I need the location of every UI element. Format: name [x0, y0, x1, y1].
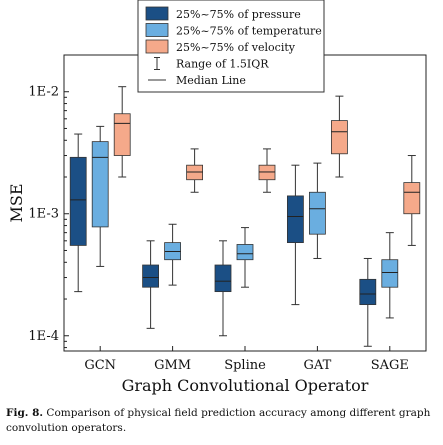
figure-caption: Fig. 8. Comparison of physical field pre…: [6, 406, 438, 436]
legend-swatch: [145, 39, 169, 54]
box-spline-series-3: [258, 148, 276, 193]
box-gat-series-2: [308, 162, 326, 259]
box-gmm-series-1: [142, 240, 160, 329]
legend-label: Median Line: [176, 74, 246, 87]
legend-frame: [137, 0, 325, 93]
iqr-box: [330, 120, 348, 155]
box-series-group: [69, 86, 421, 347]
box-sage-series-3: [403, 155, 421, 246]
box-gmm-series-2: [164, 223, 182, 286]
iqr-box: [286, 195, 304, 244]
box-sage-series-2: [381, 232, 399, 319]
box-spline-series-2: [236, 227, 254, 288]
iqr-box: [142, 264, 160, 288]
x-axis: GCN GMM Spline GAT SAGE: [84, 346, 409, 373]
iqr-box: [69, 156, 87, 246]
box-gat-series-3: [330, 95, 348, 178]
legend-label: 25%~75% of pressure: [176, 8, 301, 21]
iqr-box: [113, 113, 131, 156]
box-gcn-series-2: [91, 125, 109, 267]
box-sage-series-1: [359, 257, 377, 347]
legend-swatch: [145, 23, 169, 37]
iqr-box: [403, 182, 421, 215]
box-gcn-series-1: [69, 133, 87, 293]
y-axis-title: MSE: [7, 183, 26, 222]
legend-label: 25%~75% of velocity: [176, 41, 296, 54]
caption-label: Fig. 8.: [6, 407, 44, 419]
legend-swatch: [145, 6, 169, 21]
legend-label: Range of 1.5IQR: [176, 58, 269, 71]
iqr-box: [381, 259, 399, 288]
y-tick-label: 1E-4: [28, 329, 59, 344]
caption-text: Comparison of physical field prediction …: [6, 407, 431, 434]
iqr-box: [91, 141, 109, 228]
y-tick-label: 1E-3: [28, 207, 59, 222]
iqr-box: [359, 278, 377, 306]
box-gat-series-1: [286, 164, 304, 306]
plot-frame: [63, 54, 427, 352]
y-tick-label: 1E-2: [28, 85, 59, 100]
box-spline-series-1: [214, 240, 232, 337]
x-tick-label: SAGE: [371, 358, 409, 373]
legend-label: 25%~75% of temperature: [176, 25, 322, 38]
iqr-box: [214, 264, 232, 293]
x-tick-label: GMM: [154, 358, 191, 373]
box-gcn-series-3: [113, 86, 131, 178]
box-gmm-series-3: [186, 148, 204, 193]
x-tick-label: GAT: [304, 358, 332, 373]
legend: 25%~75% of pressure 25%~75% of temperatur…: [137, 0, 325, 93]
iqr-box: [308, 191, 326, 235]
x-axis-title: Graph Convolutional Operator: [122, 376, 369, 395]
y-axis: 1E-4 1E-3 1E-2: [28, 85, 69, 349]
iqr-box: [236, 244, 254, 261]
boxplot-figure: 1E-4 1E-3 1E-2 GCN GMM Spline GAT SAGE MSE Gra…: [7, 0, 427, 395]
x-tick-label: Spline: [224, 358, 266, 373]
x-tick-label: GCN: [84, 358, 116, 373]
